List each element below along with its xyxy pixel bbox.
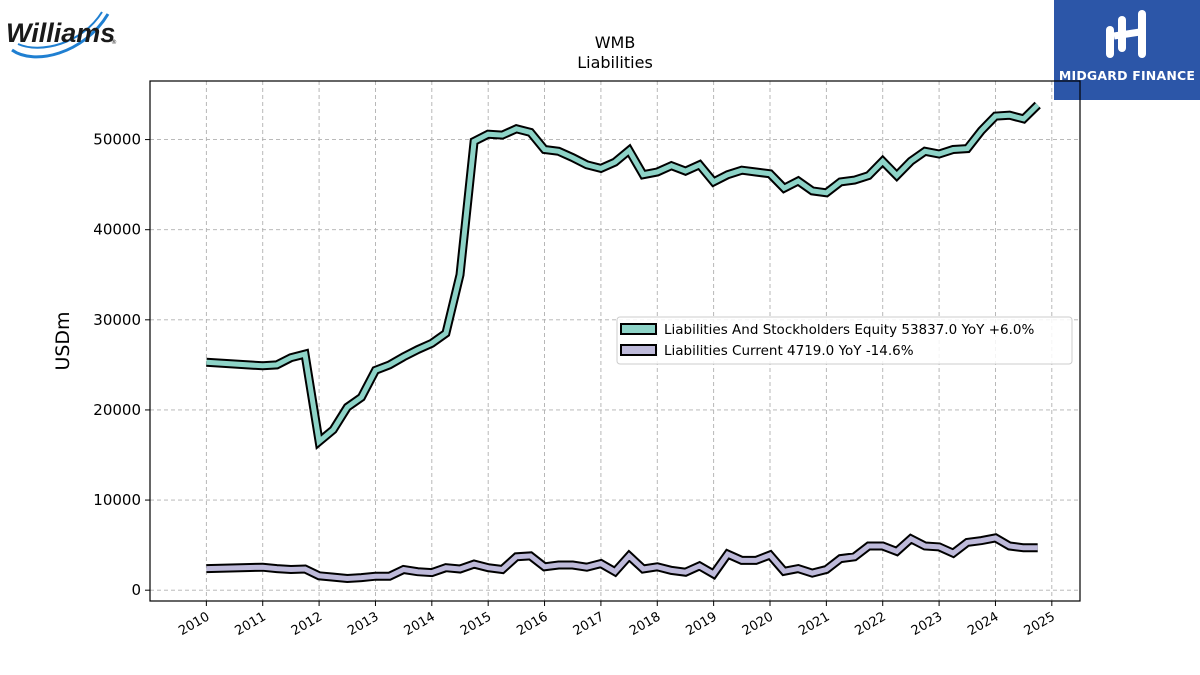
- y-tick-label: 20000: [93, 401, 141, 419]
- x-tick-label: 2023: [909, 609, 945, 639]
- series-1: [206, 101, 1041, 450]
- y-axis: 0 10000 20000 30000 40000 50000: [93, 131, 150, 599]
- chart-subtitle: Liabilities: [577, 53, 653, 72]
- x-tick-label: 2021: [796, 609, 832, 639]
- y-axis-label: USDm: [52, 311, 74, 370]
- series-2: [206, 533, 1038, 584]
- series-2-line: [206, 535, 1038, 582]
- x-tick-label: 2025: [1022, 609, 1058, 639]
- y-tick-label: 0: [131, 581, 141, 599]
- x-tick-label: 2015: [458, 609, 494, 639]
- legend-box: [616, 316, 1073, 365]
- midgard-finance-mark-icon: [1106, 10, 1146, 58]
- plot-frame: [149, 80, 1081, 602]
- legend: Liabilities And Stockholders Equity 5383…: [616, 316, 1073, 365]
- series-1-line: [206, 103, 1040, 447]
- williams-logo-graphic: Williams ®: [6, 11, 117, 59]
- y-tick-label: 30000: [93, 311, 141, 329]
- x-tick-label: 2017: [571, 609, 607, 639]
- series-layer: [206, 101, 1041, 584]
- legend-swatch-2: [620, 344, 657, 356]
- registered-mark: ®: [111, 39, 117, 46]
- legend-swatch-1: [620, 323, 657, 335]
- x-tick-label: 2020: [740, 609, 776, 639]
- x-tick-label: 2019: [683, 609, 719, 639]
- x-tick-label: 2010: [176, 609, 212, 639]
- williams-logo: Williams ®: [4, 4, 120, 66]
- x-tick-label: 2016: [514, 609, 550, 639]
- x-axis: 2010 2011 2012 2013 2014 2015 2016 2017 2018 2019…: [176, 601, 1058, 639]
- legend-label-1: Liabilities And Stockholders Equity 5383…: [664, 322, 1034, 338]
- y-tick-label: 40000: [93, 221, 141, 239]
- chart-title: WMB: [595, 33, 636, 52]
- midgard-finance-text: MIDGARD FINANCE: [1058, 68, 1196, 83]
- y-tick-label: 50000: [93, 131, 141, 149]
- williams-logo-text: Williams: [6, 18, 115, 48]
- midgard-finance-logo: MIDGARD FINANCE: [1054, 0, 1200, 100]
- legend-label-2: Liabilities Current 4719.0 YoY -14.6%: [664, 343, 914, 359]
- y-tick-label: 10000: [93, 491, 141, 509]
- x-tick-label: 2011: [233, 609, 269, 639]
- x-tick-label: 2013: [345, 609, 381, 639]
- x-tick-label: 2024: [965, 609, 1001, 639]
- x-tick-label: 2012: [289, 609, 325, 639]
- x-tick-label: 2018: [627, 609, 663, 639]
- x-tick-label: 2022: [853, 609, 889, 639]
- x-tick-label: 2014: [402, 609, 438, 639]
- series-2-outline: [206, 533, 1038, 584]
